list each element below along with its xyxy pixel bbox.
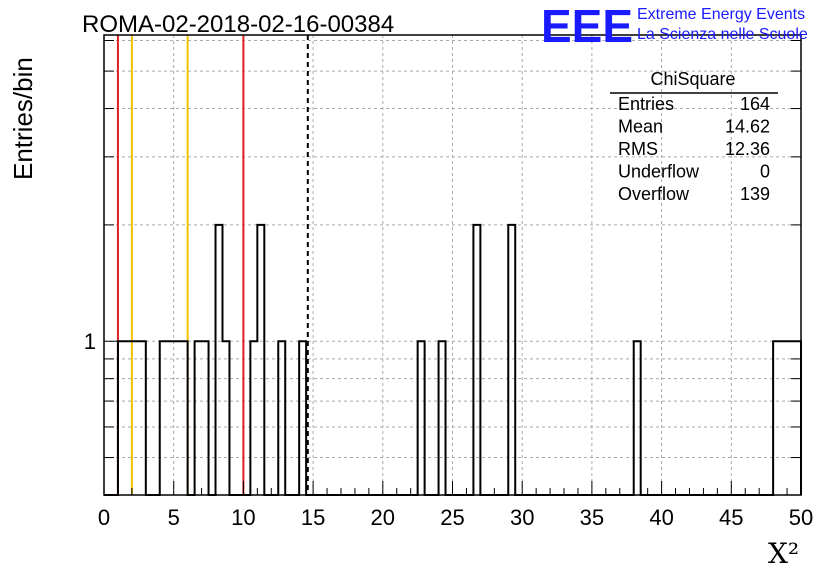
tick-labels: 0 5 10 15 20 25 30 35 40 45 50 1 <box>84 329 813 530</box>
stats-label: Mean <box>618 117 663 137</box>
x-tick-label: 40 <box>649 505 673 530</box>
histogram-bin <box>160 341 174 495</box>
histogram-bin <box>195 341 209 495</box>
axis-ticks <box>103 40 802 495</box>
stats-label: RMS <box>618 139 658 159</box>
histogram-bin <box>257 225 264 495</box>
stats-rows: Entries 164 Mean 14.62 RMS 12.36 Underflow 0 Ove… <box>618 94 770 204</box>
stats-label: Overflow <box>618 184 690 204</box>
x-axis-title: X² <box>768 537 799 570</box>
histogram-bin <box>278 341 285 495</box>
histogram-bin <box>222 341 229 495</box>
stats-title: ChiSquare <box>650 69 735 89</box>
stats-value: 12.36 <box>725 139 770 159</box>
x-tick-label: 45 <box>719 505 743 530</box>
stats-value: 139 <box>740 184 770 204</box>
histogram <box>104 223 802 496</box>
histogram-bin <box>418 341 425 495</box>
x-tick-label: 35 <box>580 505 604 530</box>
histogram-bin <box>773 341 780 495</box>
histogram-bin <box>508 225 515 495</box>
y-tick-label: 1 <box>84 329 96 354</box>
logo-letters: EEE <box>541 0 633 52</box>
x-tick-label: 20 <box>371 505 395 530</box>
histogram-bin <box>439 341 446 495</box>
stats-value: 14.62 <box>725 117 770 137</box>
histogram-bin <box>250 341 257 495</box>
x-tick-label: 0 <box>98 505 110 530</box>
histogram-bin <box>216 225 223 495</box>
histogram-bin <box>132 341 146 495</box>
logo: EEE Extreme Energy Events La Scienza nel… <box>541 0 808 52</box>
histogram-bin <box>634 341 641 495</box>
logo-line1: Extreme Energy Events <box>637 6 805 23</box>
stats-box: ChiSquare Entries 164 Mean 14.62 RMS 12.36 Und… <box>610 69 778 204</box>
histogram-bin <box>118 341 132 495</box>
y-axis-title: Entries/bin <box>8 57 38 180</box>
logo-line2: La Scienza nelle Scuole <box>637 26 808 43</box>
stats-value: 164 <box>740 94 770 114</box>
x-tick-label: 25 <box>440 505 464 530</box>
chart-title: ROMA-02-2018-02-16-00384 <box>82 11 394 38</box>
stats-label: Entries <box>618 94 674 114</box>
stats-value: 0 <box>760 162 770 182</box>
histogram-bin <box>473 225 480 495</box>
x-tick-label: 10 <box>231 505 255 530</box>
histogram-bin <box>780 341 801 495</box>
x-tick-label: 50 <box>789 505 813 530</box>
stats-label: Underflow <box>618 162 700 182</box>
histogram-bin <box>174 341 188 495</box>
x-tick-label: 30 <box>510 505 534 530</box>
x-tick-label: 5 <box>168 505 180 530</box>
x-tick-label: 15 <box>301 505 325 530</box>
histogram-bin <box>299 341 306 495</box>
grid <box>104 35 801 495</box>
histogram-outline <box>104 223 802 496</box>
